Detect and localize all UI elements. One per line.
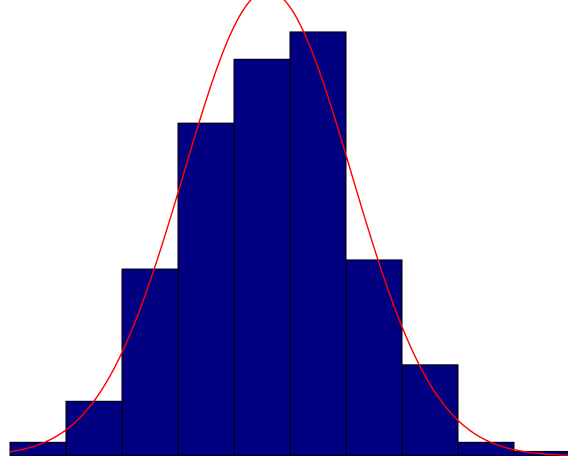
histogram-bar — [65, 400, 123, 456]
histogram-bar — [233, 58, 291, 456]
histogram-bar — [401, 364, 459, 456]
histogram-bar — [457, 441, 515, 456]
histogram-bar — [289, 31, 347, 456]
histogram-bar — [345, 259, 403, 456]
normal-fit-curve — [9, 0, 568, 456]
histogram-bars — [9, 31, 568, 456]
histogram-bar — [121, 268, 179, 456]
histogram-bar — [177, 122, 235, 456]
